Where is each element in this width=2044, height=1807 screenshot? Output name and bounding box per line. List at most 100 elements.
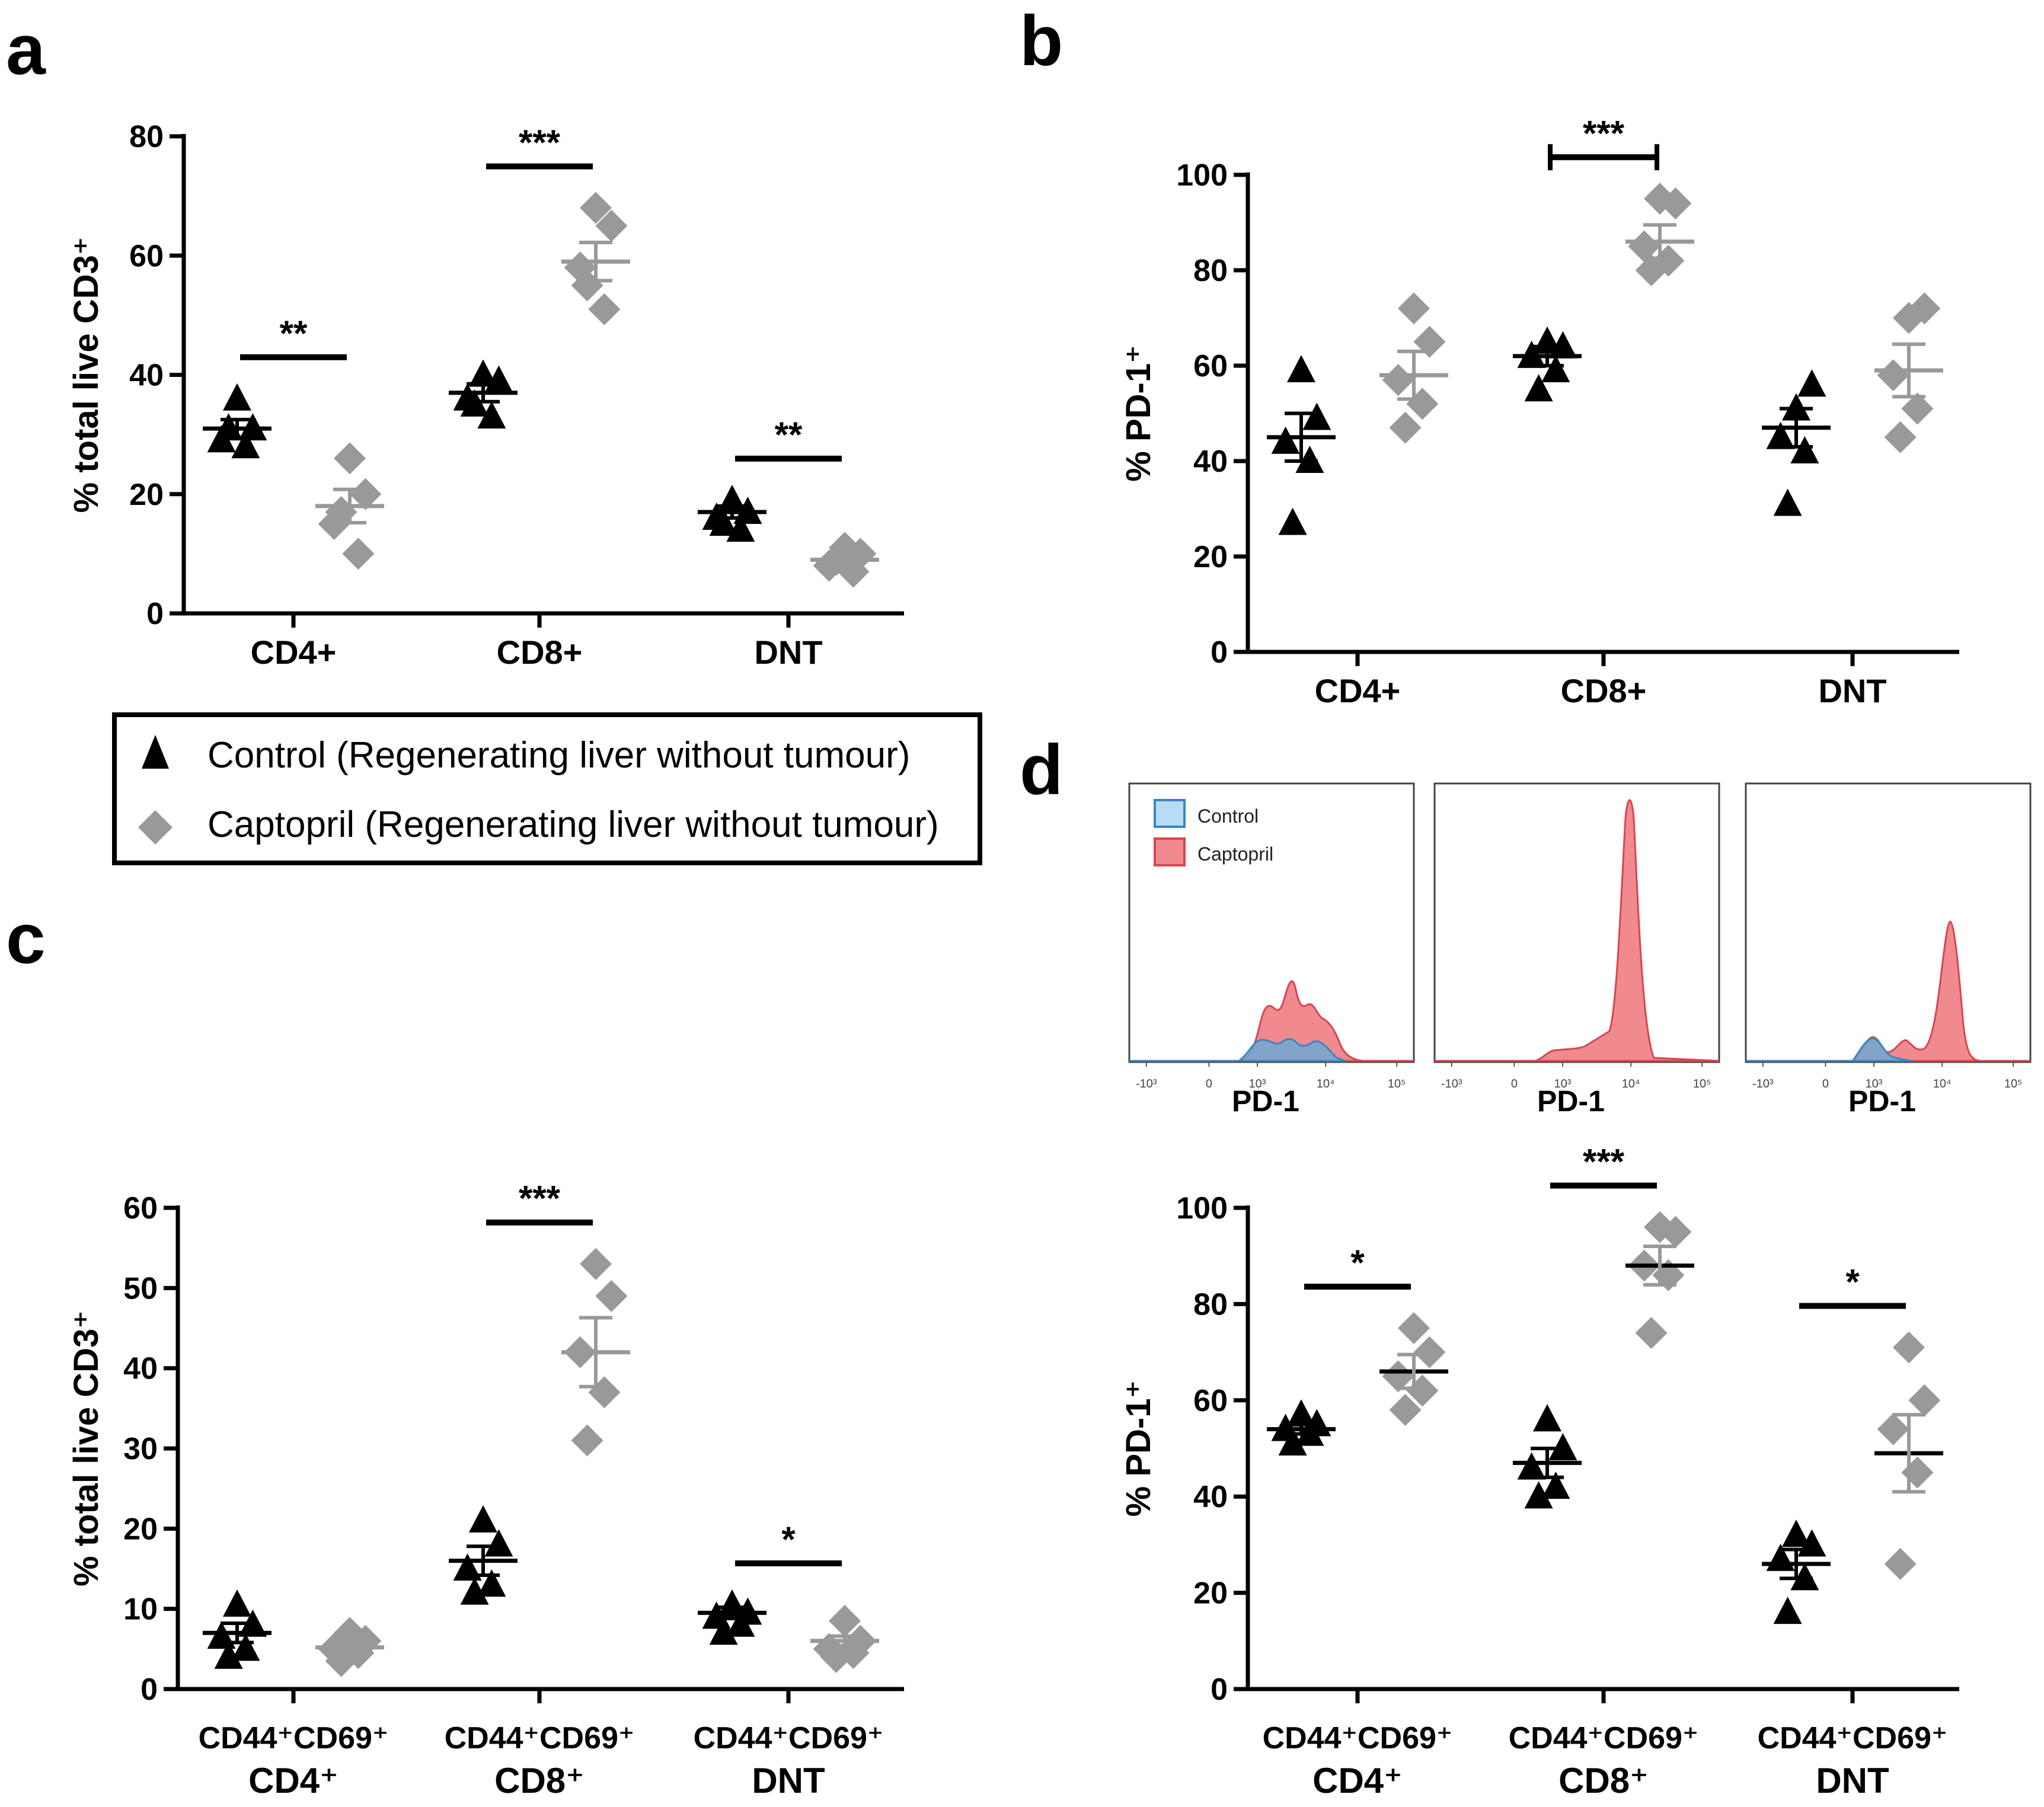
- flow-x-label: PD-1: [1232, 1085, 1299, 1118]
- control-point: [207, 1621, 236, 1649]
- x-tick-label: DNT: [754, 634, 822, 671]
- control-point: [1782, 1520, 1810, 1547]
- flow-tick-label: 0: [1206, 1077, 1212, 1090]
- control-point: [1533, 1404, 1561, 1432]
- x-tick-label: CD44⁺CD69⁺: [694, 1721, 884, 1755]
- x-tick-label: DNT: [752, 1761, 825, 1800]
- captopril-point: [1398, 292, 1430, 325]
- control-point: [214, 1641, 243, 1669]
- x-tick-label: CD8+: [1561, 672, 1647, 709]
- captopril-point: [1406, 388, 1439, 420]
- legend-captopril-swatch: [1154, 837, 1186, 866]
- y-tick-label: 100: [1176, 158, 1228, 193]
- captopril-point: [1389, 411, 1422, 444]
- flow-tick-label: 10⁴: [1622, 1077, 1640, 1090]
- control-point: [477, 1569, 506, 1597]
- legend: Control (Regenerating liver without tumo…: [112, 712, 982, 865]
- flow-tick-label: 10³: [1554, 1077, 1572, 1090]
- significance-label: **: [280, 314, 308, 353]
- x-tick-label: CD8⁺: [1558, 1761, 1649, 1800]
- captopril-point: [342, 538, 375, 570]
- y-tick-label: 0: [140, 1672, 158, 1707]
- captopril-point: [580, 1248, 612, 1280]
- control-point: [1278, 1428, 1307, 1456]
- captopril-point: [820, 1640, 852, 1673]
- y-tick-label: 20: [129, 478, 164, 512]
- flow-axes: -10³ 0 10³ 10⁴ 10⁵ PD-1 -10³ 0 10³ 10⁴ 10⁵ PD-1 -10³…: [1136, 1062, 2022, 1118]
- captopril-point: [1908, 292, 1941, 325]
- captopril-point: [588, 293, 621, 325]
- panel-letter-a: a: [6, 10, 46, 89]
- significance-label: *: [781, 1520, 796, 1559]
- flow-tick-label: 0: [1511, 1077, 1518, 1090]
- x-tick-label: CD4⁺: [248, 1761, 338, 1800]
- y-tick-label: 60: [123, 1191, 158, 1226]
- control-point: [1517, 1452, 1546, 1480]
- flow-legend-captopril: Captopril: [1197, 843, 1273, 865]
- captopril-point: [1389, 1394, 1422, 1427]
- control-histogram: [1129, 1038, 1346, 1062]
- y-axis-label: % total live CD3⁺: [67, 1310, 106, 1587]
- captopril-point: [580, 191, 612, 224]
- control-point: [223, 1589, 251, 1617]
- panel-letter-c: c: [6, 899, 46, 978]
- significance-label: *: [1350, 1243, 1365, 1283]
- flow-histogram-cd8: [1433, 782, 1720, 1063]
- legend-control-swatch: [1154, 799, 1186, 828]
- histogram-frame: [1745, 782, 2032, 1063]
- x-tick-label: CD44⁺CD69⁺: [445, 1721, 635, 1755]
- flow-tick-label: 10⁵: [2004, 1077, 2023, 1090]
- flow-x-label: PD-1: [1537, 1085, 1605, 1118]
- x-tick-label: DNT: [1818, 672, 1886, 709]
- captopril-point: [1382, 364, 1414, 396]
- panel-letter-d: d: [1020, 730, 1063, 810]
- flow-tick-label: -10³: [1752, 1077, 1774, 1090]
- significance-label: ***: [519, 123, 561, 162]
- flow-tick-label: 0: [1822, 1077, 1829, 1090]
- legend-captopril-marker: [138, 810, 173, 845]
- legend-frame: [112, 712, 982, 865]
- flow-tick-label: 10³: [1249, 1077, 1266, 1090]
- y-axis-label: % total live CD3⁺: [67, 237, 106, 513]
- captopril-point: [1877, 1413, 1909, 1445]
- control-point: [469, 359, 497, 387]
- control-point: [1773, 1597, 1802, 1624]
- control-point: [231, 1633, 260, 1661]
- flow-tick-label: 10⁵: [1693, 1077, 1711, 1090]
- control-point: [1797, 369, 1826, 397]
- x-tick-label: DNT: [1816, 1761, 1889, 1800]
- x-tick-label: CD44⁺CD69⁺: [1509, 1721, 1699, 1755]
- y-tick-label: 0: [1211, 1672, 1228, 1707]
- y-tick-label: 10: [123, 1592, 158, 1627]
- control-point: [1287, 1399, 1315, 1427]
- y-axis-label: % PD-1⁺: [1119, 1380, 1158, 1517]
- y-tick-label: 100: [1176, 1191, 1228, 1226]
- captopril-point: [1884, 1547, 1917, 1580]
- captopril-point: [1908, 1384, 1941, 1416]
- flow-histogram-dnt: [1745, 782, 2032, 1063]
- control-point: [1302, 402, 1331, 430]
- legend-captopril-label: Captopril (Regenerating liver without tu…: [207, 804, 939, 845]
- captopril-point: [1659, 187, 1692, 220]
- control-point: [1278, 507, 1307, 535]
- captopril-point: [588, 1376, 621, 1409]
- significance-label: **: [775, 415, 803, 455]
- captopril-point: [349, 478, 382, 510]
- y-tick-label: 60: [1193, 349, 1228, 383]
- y-tick-label: 30: [123, 1432, 158, 1466]
- control-point: [1287, 355, 1315, 383]
- significance-label: ***: [519, 1179, 561, 1218]
- captopril-point: [571, 1424, 603, 1457]
- x-tick-label: CD8+: [497, 634, 583, 671]
- captopril-point: [595, 1280, 628, 1312]
- flow-tick-label: 10⁵: [1388, 1077, 1406, 1090]
- histogram-frame: [1433, 782, 1720, 1063]
- control-point: [1790, 436, 1819, 463]
- flow-histogram-cd4: Control Captopril: [1128, 782, 1415, 1063]
- significance-label: *: [1845, 1262, 1860, 1301]
- control-point: [231, 431, 260, 459]
- y-tick-label: 80: [1193, 1287, 1228, 1322]
- captopril-point: [1893, 1331, 1925, 1364]
- y-tick-label: 40: [1193, 444, 1228, 479]
- flow-tick-label: -10³: [1441, 1077, 1462, 1090]
